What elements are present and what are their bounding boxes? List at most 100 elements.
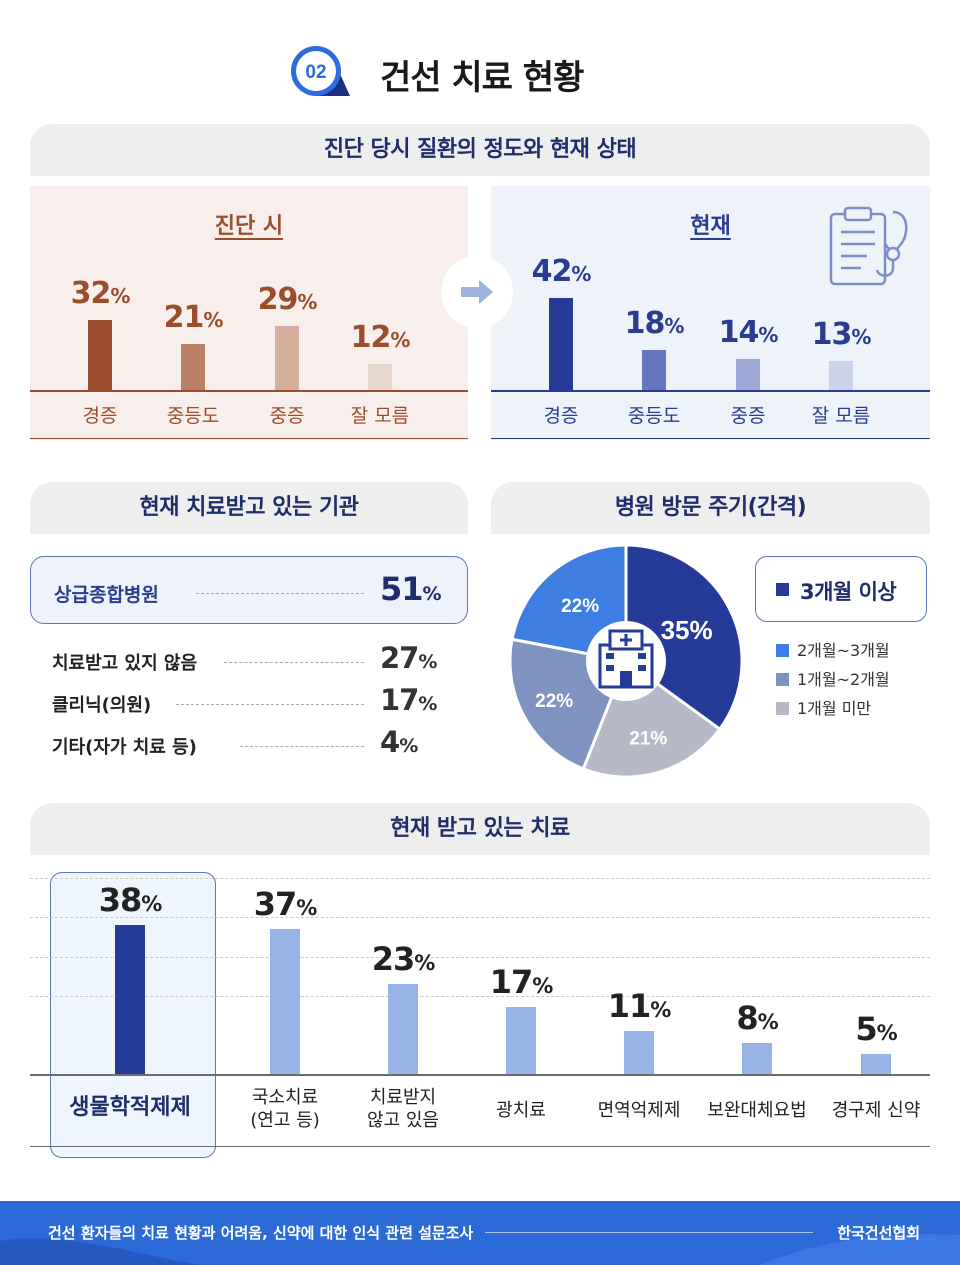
value-unit: % [203, 307, 223, 332]
legend-item: 2개월~3개월 [776, 637, 890, 661]
legend-item: 1개월 미만 [776, 695, 871, 719]
bar-3 [275, 326, 299, 390]
treatment-bar [624, 1030, 654, 1074]
treatment-category-label: 경구제 신약 [831, 1100, 921, 1121]
treatment-baseline [30, 1074, 930, 1076]
value-number: 18 [624, 306, 666, 342]
bar-1 [549, 297, 573, 390]
institution-row: 치료받고 있지 않음 27% [52, 641, 442, 675]
bar-3 [736, 359, 760, 390]
gridline [30, 878, 930, 879]
institution-value: 17% [380, 683, 437, 717]
page-title: 건선 치료 현황 [380, 58, 584, 98]
bar-value-label: 32% [50, 276, 150, 311]
value-unit: % [141, 892, 162, 917]
bar-value-label: 21% [143, 300, 243, 335]
section-header-treatment: 현재 받고 있는 치료 [30, 803, 930, 855]
value-unit: % [758, 323, 778, 348]
leader-dots [176, 704, 364, 705]
value-number: 29 [257, 282, 299, 318]
treatment-bar [861, 1054, 891, 1074]
bar-2 [181, 343, 205, 390]
diagnosis-bottom-rule [30, 438, 468, 439]
bar-2 [642, 350, 666, 390]
legend-label: 1개월 미만 [797, 699, 872, 718]
value-unit: % [390, 327, 410, 352]
value-number: 32 [70, 275, 112, 311]
section-header-institution: 현재 치료받고 있는 기관 [30, 482, 468, 534]
footer-divider [485, 1232, 813, 1233]
slice-label-under-1month: 21% [629, 728, 667, 749]
bar-value-label: 12% [330, 320, 430, 355]
bar-value-label: 13% [791, 317, 891, 352]
footer-wave-decoration [0, 1234, 960, 1265]
value-unit: % [418, 651, 437, 673]
value-number: 14 [718, 315, 760, 351]
treatment-value-label: 38% [70, 881, 190, 919]
bar-4 [368, 363, 392, 390]
legend-label: 3개월 이상 [800, 580, 897, 604]
treatment-category-label: 국소치료 (연고 등) [250, 1087, 320, 1131]
leader-dots [196, 593, 364, 594]
treatment-category-label: 보완대체요법 [707, 1100, 807, 1121]
hospital-icon [598, 629, 654, 689]
bar-category-label: 경증 [82, 405, 118, 427]
legend-swatch [776, 673, 789, 686]
bar-category-label: 중등도 [166, 405, 220, 427]
bar-value-label: 42% [511, 254, 611, 289]
treatment-value-label: 8% [697, 999, 817, 1037]
footer: 건선 환자들의 치료 현황과 어려움, 신약에 대한 인식 관련 설문조사 한국… [0, 1201, 960, 1265]
treatment-bar [270, 928, 300, 1074]
current-bottom-rule [491, 438, 930, 439]
institution-name: 기타(자가 치료 등) [52, 737, 197, 758]
value-unit: % [422, 583, 442, 605]
value-unit: % [297, 290, 317, 315]
section-header-disease-state: 진단 당시 질환의 정도와 현재 상태 [30, 124, 930, 176]
value-number: 51 [380, 570, 424, 608]
treatment-bar [388, 983, 418, 1074]
value-number: 4 [380, 725, 400, 759]
institution-top-highlight [30, 556, 468, 624]
value-number: 5 [855, 1010, 877, 1049]
value-unit: % [664, 314, 684, 339]
footer-organization: 한국건선협회 [837, 1224, 920, 1242]
slice-label-1-2months: 22% [535, 691, 573, 712]
value-unit: % [851, 325, 871, 350]
legend-swatch [776, 702, 789, 715]
value-unit: % [571, 261, 591, 286]
value-number: 37 [253, 884, 298, 923]
legend-item: 1개월~2개월 [776, 666, 890, 690]
value-number: 21 [163, 299, 205, 335]
pie-center [586, 621, 666, 701]
treatment-value-label: 11% [579, 987, 699, 1025]
institution-name: 클리닉(의원) [52, 695, 152, 716]
treatment-category-label: 생물학적제제 [69, 1095, 191, 1120]
section-number-badge: 02 [291, 46, 350, 96]
treatment-category-label: 면역억제제 [597, 1100, 681, 1121]
bar-category-label: 중증 [269, 405, 305, 427]
value-unit: % [876, 1021, 898, 1046]
treatment-bar [506, 1007, 536, 1074]
bar-1 [88, 319, 112, 390]
pie-slice [624, 543, 744, 732]
institution-name: 상급종합병원 [54, 584, 159, 606]
treatment-bottom-rule [30, 1146, 930, 1147]
diagnosis-panel: 진단 시 32% 경증 21% 중등도 29% 중증 12% 잘 모름 [30, 186, 468, 440]
bar-value-label: 18% [604, 306, 704, 341]
value-number: 8 [736, 998, 758, 1037]
bar-4 [829, 361, 853, 390]
value-number: 23 [371, 939, 416, 978]
bar-category-label: 중등도 [627, 405, 681, 427]
current-baseline [491, 390, 930, 392]
visit-frequency-pie-chart: 35% 21% 22% 22% [508, 543, 744, 779]
clipboard-stethoscope-icon [829, 206, 908, 286]
gridline [30, 996, 930, 997]
badge-number: 02 [305, 62, 326, 83]
treatment-bar [742, 1042, 772, 1074]
treatment-value-label: 37% [225, 885, 345, 923]
legend-swatch [776, 644, 789, 657]
treatment-category-label: 치료받지 않고 있음 [367, 1087, 439, 1131]
treatment-category-label: 광치료 [496, 1100, 546, 1121]
institution-value: 4% [380, 725, 418, 759]
legend-highlight: 3개월 이상 [755, 556, 927, 622]
